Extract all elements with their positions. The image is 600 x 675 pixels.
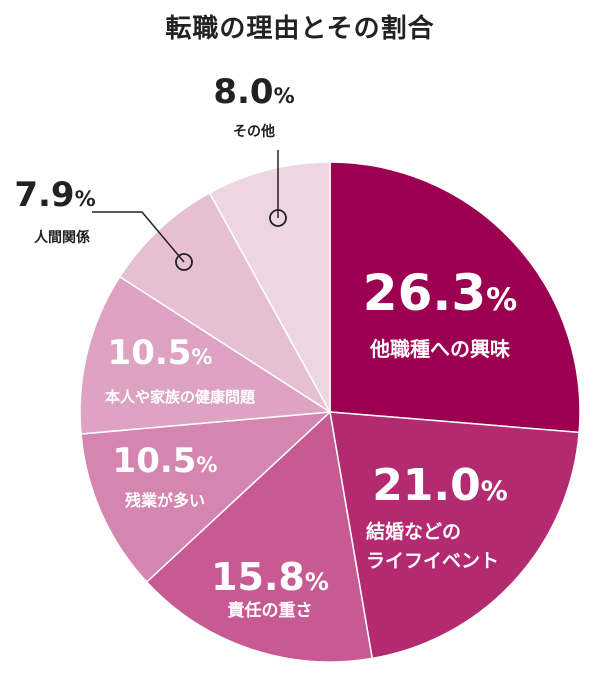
- slice-percent: 10.5%: [113, 441, 218, 481]
- pie-slice: [79, 275, 333, 435]
- slice-percent-unit: %: [481, 476, 508, 507]
- slice-percent-value: 21.0: [372, 460, 481, 511]
- slice-percent-unit: %: [196, 453, 217, 477]
- slice-percent: 21.0%: [372, 460, 508, 511]
- slice-label: 結婚などの: [366, 520, 461, 543]
- slice-percent-unit: %: [75, 187, 96, 211]
- pie-slice: [329, 161, 581, 434]
- slice-label: 本人や家族の健康問題: [105, 388, 256, 406]
- slice-percent-unit: %: [191, 345, 212, 369]
- slice-percent-value: 10.5: [113, 441, 197, 481]
- slice-percent-value: 26.3: [363, 264, 486, 322]
- leader-dot: [175, 253, 193, 271]
- pie-slice: [329, 411, 580, 660]
- slice-percent-value: 15.8: [211, 555, 305, 599]
- slice-label: ライフイベント: [366, 550, 499, 572]
- leader-dot: [269, 209, 287, 227]
- leader-line: [92, 211, 185, 263]
- slice-percent: 7.9%: [14, 175, 95, 215]
- slice-percent-value: 8.0: [213, 72, 273, 112]
- pie-slice: [145, 410, 374, 663]
- slice-percent-value: 7.9: [14, 175, 74, 215]
- slice-label: 他職種への興味: [369, 337, 510, 361]
- slice-percent-unit: %: [274, 84, 295, 108]
- slice-percent-value: 10.5: [108, 333, 192, 373]
- slice-percent-unit: %: [305, 568, 329, 596]
- slice-label: その他: [233, 123, 275, 140]
- chart-title: 転職の理由とその割合: [165, 14, 435, 44]
- pie-slice: [80, 411, 333, 584]
- slice-label: 責任の重さ: [228, 600, 313, 621]
- pie-slice: [208, 161, 331, 413]
- slice-label: 人間関係: [34, 229, 90, 246]
- slice-percent: 15.8%: [211, 555, 329, 599]
- slice-percent-unit: %: [486, 282, 517, 318]
- slice-percent: 26.3%: [363, 264, 517, 322]
- slice-label: 残業が多い: [125, 491, 205, 510]
- slice-percent: 8.0%: [213, 72, 294, 112]
- slice-percent: 10.5%: [108, 333, 213, 373]
